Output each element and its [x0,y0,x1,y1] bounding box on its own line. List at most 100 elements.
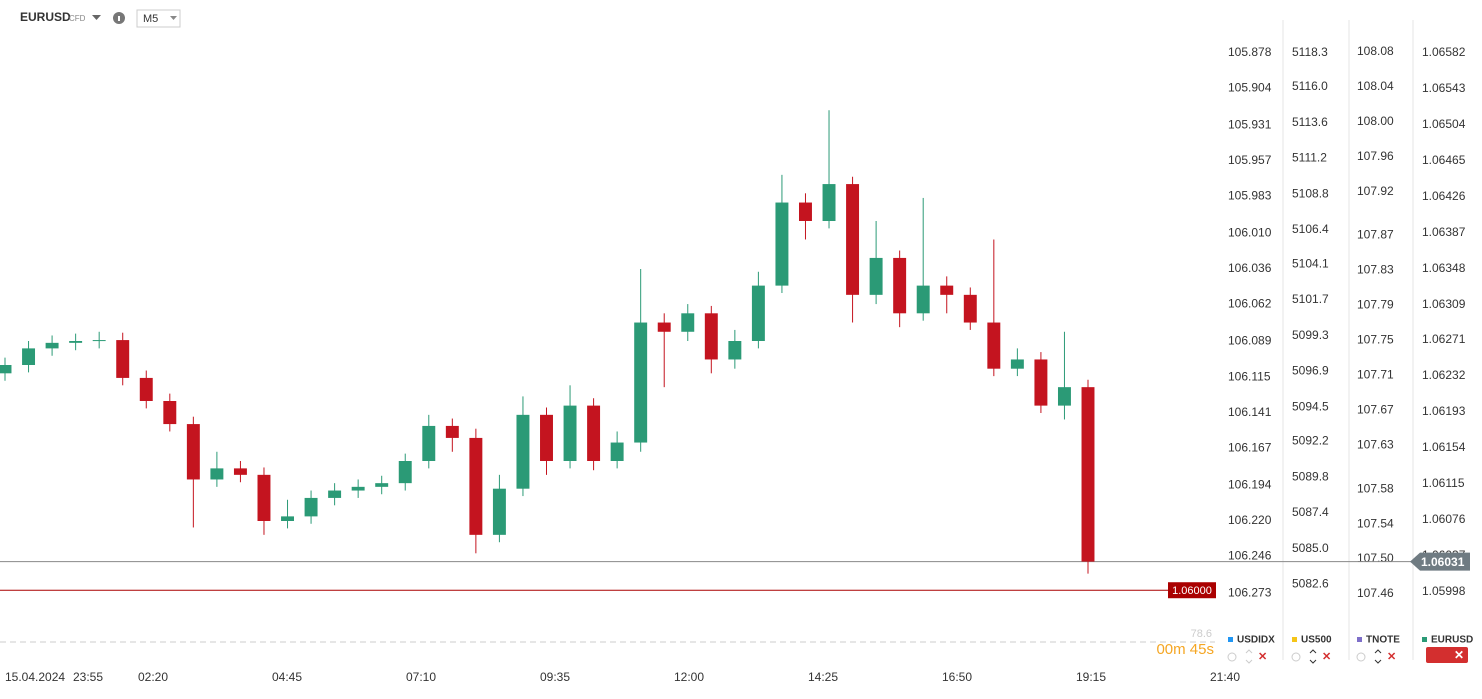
candle-body [681,313,695,332]
candle-body [92,340,106,342]
y-tick-label: 1.06504 [1422,117,1466,131]
legend-label[interactable]: US500 [1301,635,1332,646]
y-tick-label: 106.246 [1228,549,1272,563]
y-tick-label: 5085.0 [1292,541,1329,555]
x-tick-label: 07:10 [406,670,436,684]
y-tick-label: 5087.4 [1292,505,1329,519]
order-icon[interactable] [1245,649,1253,664]
timeframe-select[interactable] [136,9,181,28]
visibility-icon[interactable] [1356,652,1366,662]
y-tick-label: 107.63 [1357,438,1394,452]
remove-icon[interactable]: ✕ [1454,648,1464,662]
y-tick-label: 107.92 [1357,184,1394,198]
candle-body [963,294,977,323]
candle-body [846,184,860,295]
candle-body [516,414,530,489]
y-tick-label: 5118.3 [1292,45,1328,59]
y-tick-label: 1.06465 [1422,153,1466,167]
y-tick-label: 5089.8 [1292,469,1329,483]
candle-body [328,490,342,498]
y-tick-label: 1.06154 [1422,440,1466,454]
x-tick-label: 21:40 [1210,670,1240,684]
y-tick-label: 107.54 [1357,516,1394,530]
candle-body [799,202,812,221]
legend-controls[interactable] [1426,647,1468,663]
candle-body [210,468,224,480]
candle-body [281,516,294,521]
order-icon[interactable] [1374,649,1382,664]
y-tick-label: 1.06348 [1422,261,1466,275]
x-tick-label: 23:55 [73,670,103,684]
y-tick-label: 106.141 [1228,405,1272,419]
y-tick-label: 107.58 [1357,481,1394,495]
y-tick-label: 106.115 [1228,369,1271,383]
candle-body [445,425,459,438]
y-tick-label: 5113.6 [1292,115,1328,129]
legend-swatch [1228,637,1233,642]
candle-body [492,488,506,535]
legend-swatch [1422,637,1427,642]
remove-icon[interactable]: ✕ [1258,651,1267,663]
symbol-badge: CFD [69,14,86,23]
y-tick-label: 1.06309 [1422,297,1466,311]
y-tick-label: 107.46 [1357,586,1394,600]
visibility-icon[interactable] [1291,652,1301,662]
candle-body [751,285,765,341]
y-tick-label: 107.83 [1357,263,1394,277]
order-badge[interactable] [1168,582,1216,599]
y-tick-label: 5099.3 [1292,328,1329,342]
y-tick-label: 1.06115 [1422,476,1465,490]
candle-body [69,341,83,343]
y-tick-label: 1.06076 [1422,512,1466,526]
y-tick-label: 106.273 [1228,586,1272,600]
candle-body [704,313,718,360]
y-tick-label: 107.71 [1357,368,1394,382]
y-tick-label: 1.06193 [1422,404,1466,418]
remove-icon[interactable]: ✕ [1387,651,1396,663]
legend-label[interactable]: EURUSD [1431,635,1473,646]
candle-body [1081,387,1095,562]
candle-body [563,405,577,461]
candle-body [0,365,12,374]
candle-body [257,474,271,521]
y-tick-label: 107.79 [1357,298,1394,312]
candle-timer: 00m 45s [1156,641,1214,658]
candle-body [1034,359,1048,406]
candle-body [1057,387,1071,406]
visibility-icon[interactable] [1227,652,1237,662]
y-tick-label: 5104.1 [1292,256,1329,270]
y-tick-label: 108.00 [1357,114,1394,128]
candle-body [916,285,930,314]
x-tick-label: 19:15 [1076,670,1106,684]
legend-label[interactable]: USDIDX [1237,635,1275,646]
y-tick-label: 1.06387 [1422,225,1466,239]
legend-label[interactable]: TNOTE [1366,635,1400,646]
candle-body [987,322,1001,369]
remove-icon[interactable]: ✕ [1322,651,1331,663]
legend-swatch [1357,637,1362,642]
candle-body [398,461,412,484]
y-tick-label: 1.06271 [1422,332,1466,346]
indicator-label: 78.6 [1191,628,1212,640]
current-price: 1.06031 [1421,555,1465,569]
candle-body [186,424,200,480]
x-tick-label: 16:50 [942,670,972,684]
candle-body [610,442,624,461]
candle-body [469,437,483,535]
candle-body [634,322,648,443]
y-tick-label: 5111.2 [1292,151,1327,165]
timeframe: M5 [143,13,158,25]
candle-body [657,322,671,332]
y-tick-label: 1.06232 [1422,368,1466,382]
candle-body [45,342,59,349]
x-date-label: 15.04.2024 [5,670,65,684]
y-tick-label: 105.904 [1228,80,1272,94]
symbol[interactable]: EURUSD [20,10,71,24]
y-tick-label: 1.06582 [1422,45,1466,59]
symbol-dropdown[interactable] [92,15,101,20]
y-tick-label: 1.06426 [1422,189,1466,203]
y-tick-label: 1.05998 [1422,584,1466,598]
candle-body [375,483,389,487]
order-icon[interactable] [1309,649,1317,664]
